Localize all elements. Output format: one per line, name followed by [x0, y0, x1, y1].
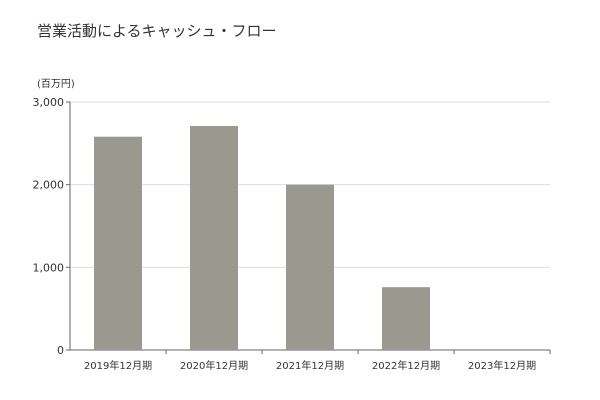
x-tick-label: 2019年12月期: [84, 359, 152, 372]
chart-title: 営業活動によるキャッシュ・フロー: [37, 22, 277, 40]
x-tick-label: 2023年12月期: [468, 359, 536, 372]
x-tick-label: 2022年12月期: [372, 359, 440, 372]
y-tick-label: 0: [57, 344, 64, 357]
y-axis-unit-label: (百万円): [37, 79, 75, 90]
x-tick-label: 2020年12月期: [180, 359, 248, 372]
bar: [286, 184, 334, 350]
bar: [94, 136, 142, 350]
y-tick-label: 3,000: [33, 96, 65, 109]
bar: [382, 287, 430, 350]
bar: [190, 125, 238, 351]
y-tick-label: 1,000: [33, 261, 65, 274]
y-tick-label: 2,000: [33, 179, 65, 192]
x-tick-label: 2021年12月期: [276, 359, 344, 372]
